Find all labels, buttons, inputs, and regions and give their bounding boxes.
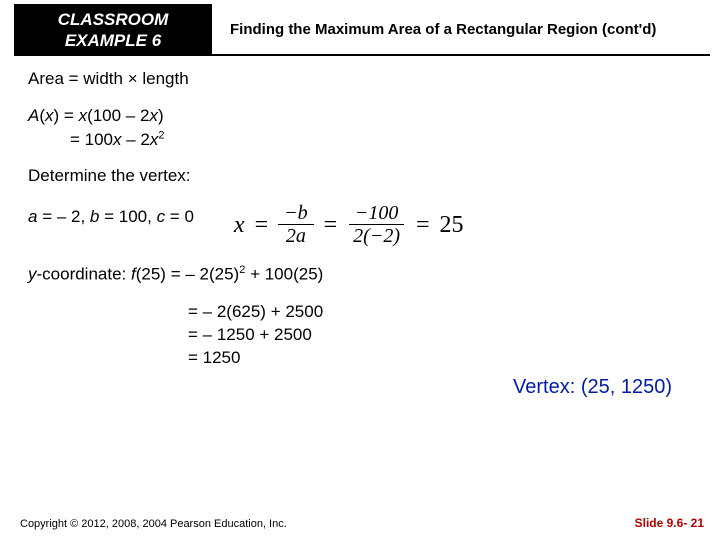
y-coordinate-calc: y-coordinate: f(25) = – 2(25)2 + 100(25) xyxy=(28,263,692,287)
vertex-x-formula: x = −b 2a = −100 2(−2) = 25 xyxy=(234,202,464,247)
abc-values: a = – 2, b = 100, c = 0 xyxy=(28,206,194,229)
determine-vertex-label: Determine the vertex: xyxy=(28,165,692,188)
slide-footer: Copyright © 2012, 2008, 2004 Pearson Edu… xyxy=(20,516,704,530)
slide-number: Slide 9.6- 21 xyxy=(635,516,704,530)
area-formula: Area = width × length xyxy=(28,68,692,91)
function-definition: A(x) = x(100 – 2x) = 100x – 2x2 xyxy=(28,105,692,152)
example-badge: CLASSROOM EXAMPLE 6 xyxy=(14,4,212,56)
copyright-text: Copyright © 2012, 2008, 2004 Pearson Edu… xyxy=(20,518,287,530)
slide-title: Finding the Maximum Area of a Rectangula… xyxy=(212,4,710,56)
abc-and-formula-row: a = – 2, b = 100, c = 0 x = −b 2a = −100… xyxy=(28,202,692,247)
slide-content: Area = width × length A(x) = x(100 – 2x)… xyxy=(0,56,720,401)
example-line2: EXAMPLE 6 xyxy=(15,30,211,51)
vertex-result: Vertex: (25, 1250) xyxy=(28,374,692,401)
example-line1: CLASSROOM xyxy=(15,9,211,30)
slide-header: CLASSROOM EXAMPLE 6 Finding the Maximum … xyxy=(0,0,720,56)
y-coordinate-steps: = – 2(625) + 2500 = – 1250 + 2500 = 1250 xyxy=(28,301,692,370)
